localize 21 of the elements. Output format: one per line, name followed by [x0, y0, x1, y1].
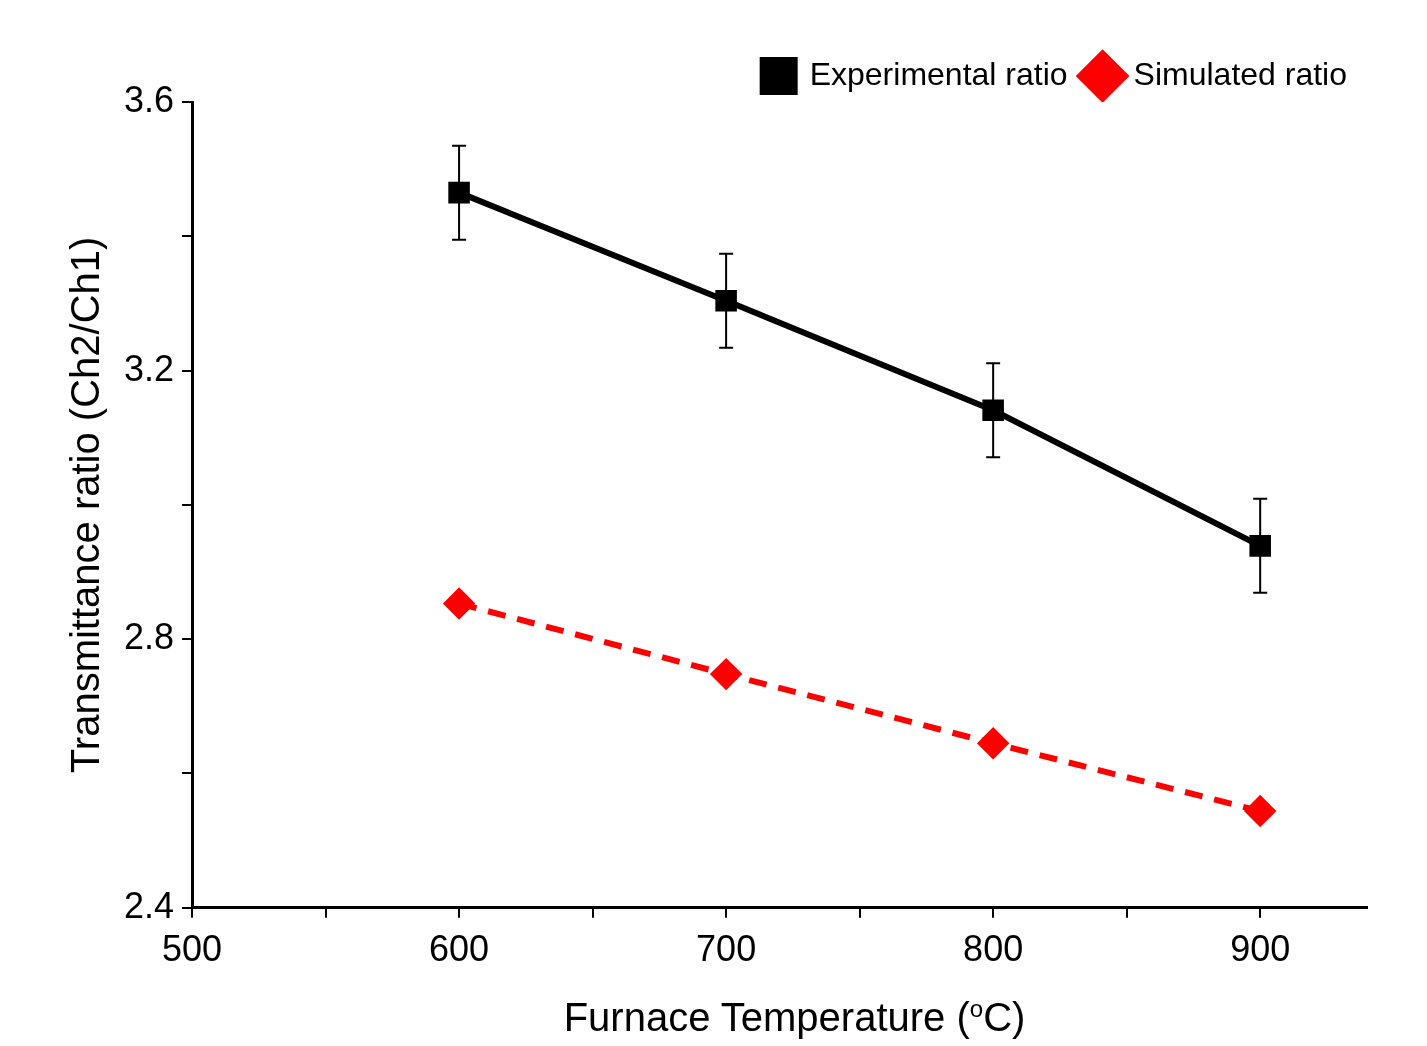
- x-tick-label: 600: [429, 928, 490, 970]
- x-tick-label: 500: [162, 928, 223, 970]
- point: [1249, 535, 1271, 557]
- legend-label: Experimental ratio: [809, 55, 1068, 92]
- x-tick-label: 700: [696, 928, 757, 970]
- point: [978, 728, 1009, 759]
- point: [715, 289, 737, 312]
- point: [711, 659, 742, 690]
- x-axis-title: Furnace Temperature ($^{o}$C): [562, 995, 1027, 1041]
- point: [982, 399, 1004, 421]
- y-tick-label: 2.4: [124, 884, 175, 926]
- point: [448, 181, 470, 204]
- x-tick-label: 900: [1230, 928, 1291, 970]
- point: [444, 588, 475, 619]
- y-tick-label: 3.6: [124, 78, 175, 120]
- y-axis-title: Transmittance ratio (Ch2/Ch1): [63, 236, 108, 774]
- y-tick-label: 3.2: [124, 347, 175, 389]
- x-tick-label: 800: [963, 928, 1024, 970]
- legend-label: Simulated ratio: [1133, 55, 1347, 92]
- y-tick-label: 2.8: [124, 616, 175, 658]
- point: [1245, 796, 1276, 827]
